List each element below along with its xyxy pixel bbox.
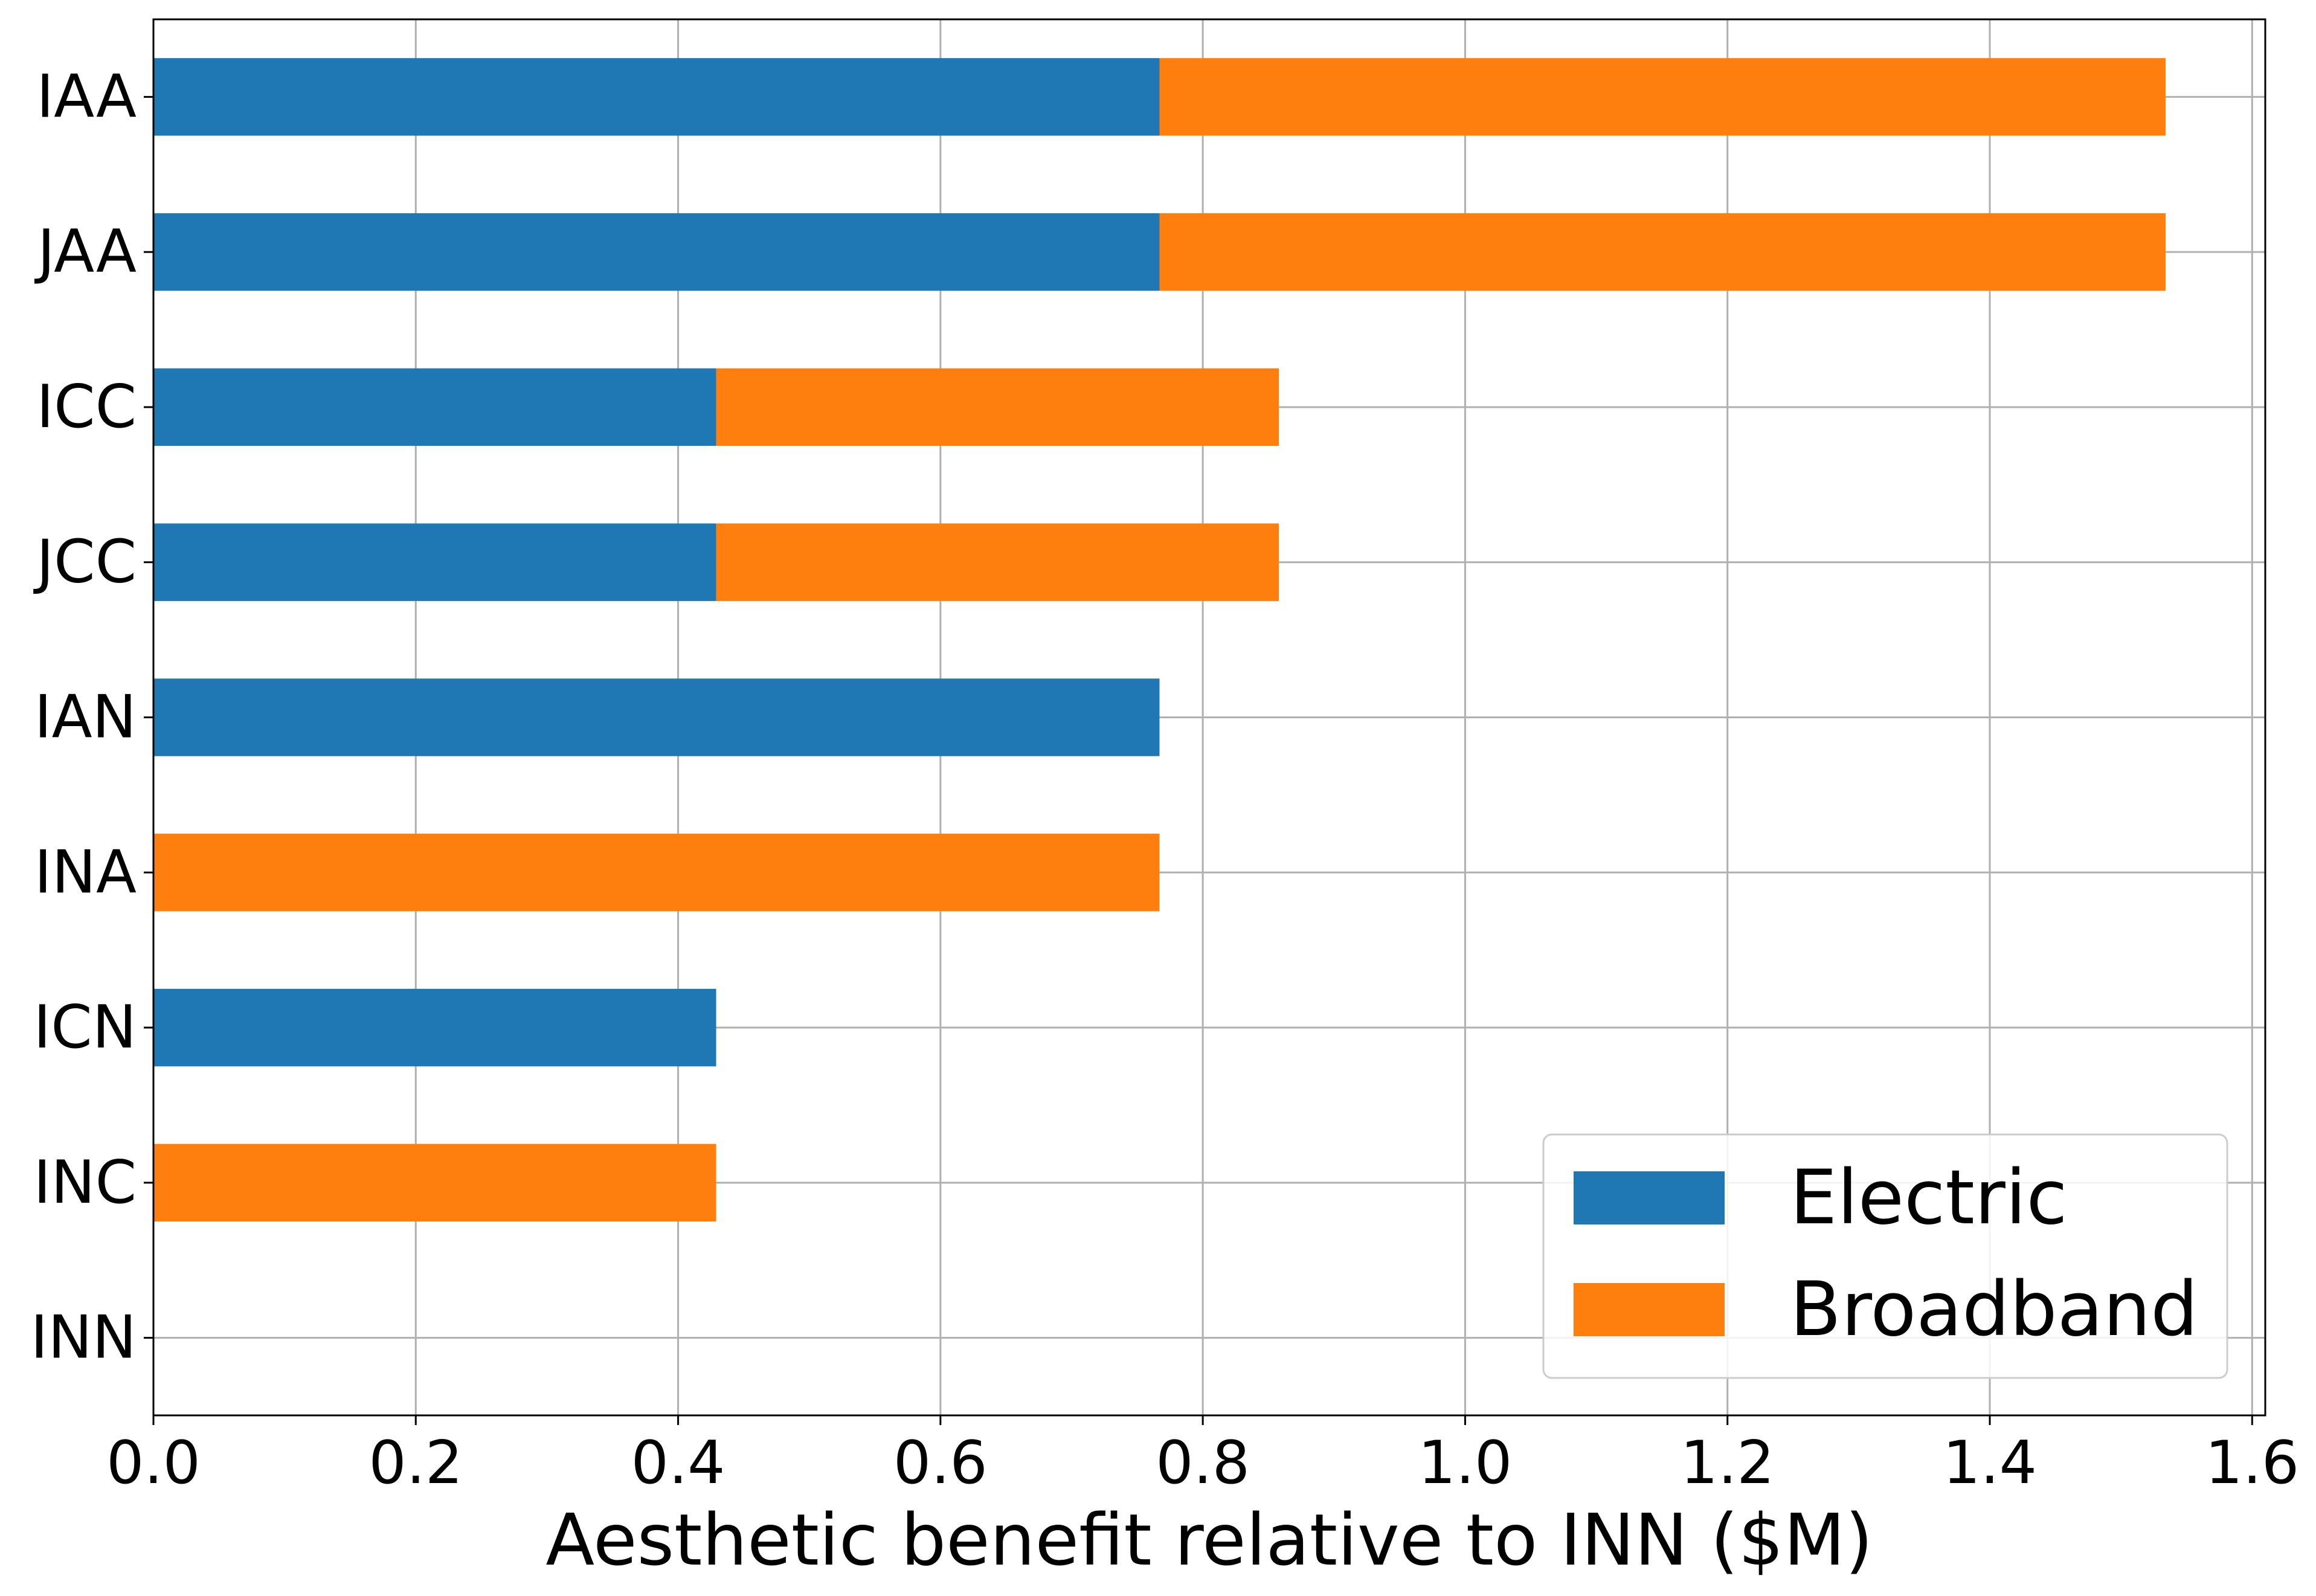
bar-jaa-electric <box>153 213 1160 291</box>
x-tick-label: 1.4 <box>1943 1429 2037 1498</box>
category-label-iaa: IAA <box>36 62 137 131</box>
bar-jaa-broadband <box>1159 213 2166 291</box>
bar-iaa-electric <box>153 58 1160 136</box>
bar-icc-electric <box>153 368 716 446</box>
category-label-inc: INC <box>33 1148 137 1217</box>
category-label-ina: INA <box>34 838 137 907</box>
plot-frame <box>152 18 2266 1417</box>
bar-layer <box>153 58 2166 1222</box>
category-label-icn: ICN <box>33 993 137 1062</box>
legend-swatch-broadband <box>1574 1283 1725 1336</box>
bar-jcc-electric <box>153 523 716 601</box>
bar-inc-broadband <box>153 1144 716 1222</box>
category-label-jcc: JCC <box>33 528 137 597</box>
legend-swatch-electric <box>1574 1171 1725 1224</box>
legend: Electric Broadband <box>1542 1133 2228 1379</box>
x-tick-label: 0.8 <box>1156 1429 1250 1498</box>
x-tick-label: 0.0 <box>106 1429 201 1498</box>
x-tick-label: 0.4 <box>631 1429 725 1498</box>
bar-iaa-broadband <box>1159 58 2166 136</box>
category-label-jaa: JAA <box>34 217 137 286</box>
category-label-icc: ICC <box>36 373 137 442</box>
x-tick-label: 0.2 <box>368 1429 463 1498</box>
category-label-inn: INN <box>30 1304 137 1372</box>
x-tick-label: 1.6 <box>2205 1429 2299 1498</box>
bar-ina-broadband <box>153 834 1160 912</box>
bar-icn-electric <box>153 988 716 1067</box>
bar-ian-electric <box>153 678 1160 756</box>
bar-jcc-broadband <box>716 523 1279 601</box>
x-tick-label: 1.2 <box>1681 1429 1775 1498</box>
tick-layer: 0.0 0.2 0.4 0.6 0.8 1.0 1.2 1.4 1.6 IAA JAA ICC JCC I… <box>30 62 2299 1498</box>
x-axis-label: Aesthetic benefit relative to INN ($M) <box>545 1498 1873 1582</box>
category-label-ian: IAN <box>34 683 137 752</box>
bar-icc-broadband <box>716 368 1279 446</box>
legend-label-broadband: Broadband <box>1790 1266 2198 1353</box>
legend-label-electric: Electric <box>1790 1154 2068 1241</box>
x-tick-label: 1.0 <box>1418 1429 1512 1498</box>
x-tick-label: 0.6 <box>893 1429 988 1498</box>
